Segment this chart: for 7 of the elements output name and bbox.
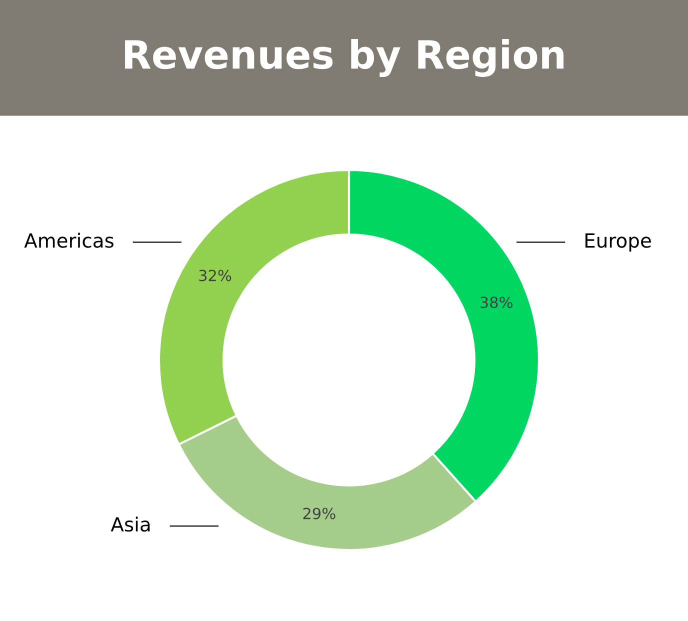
slice-label: Europe (585, 233, 651, 252)
chart-title: Revenues by Region (125, 39, 564, 77)
slice-label: Asia (110, 516, 150, 532)
data-label: 32% (199, 270, 232, 282)
slice-label: Americas (24, 232, 114, 248)
data-label: 29% (303, 508, 336, 520)
data-label: 38% (480, 296, 512, 308)
